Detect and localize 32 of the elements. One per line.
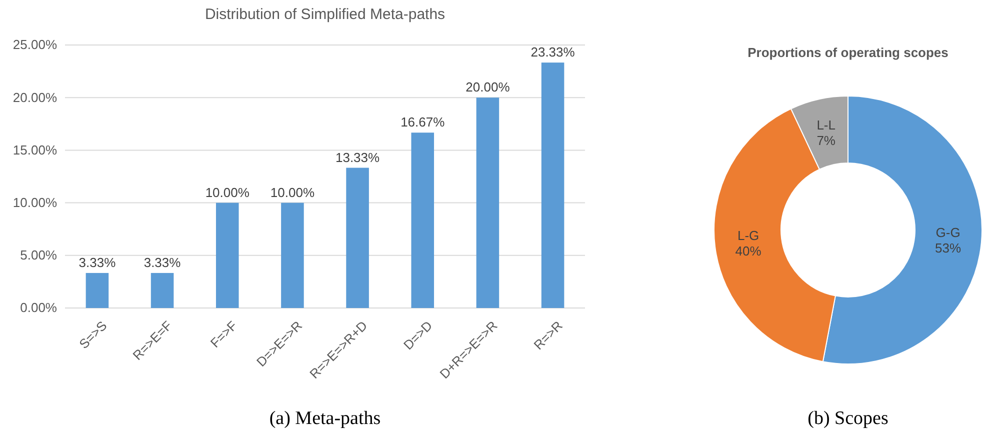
y-tick-label: 10.00% — [12, 194, 58, 210]
chart-title: Proportions of operating scopes — [748, 45, 948, 60]
text: (b) Scopes — [808, 408, 888, 429]
bar — [476, 98, 500, 308]
data-label: 3.33% — [78, 254, 116, 270]
slice-label: L-L — [816, 117, 836, 132]
text: (a) Meta-paths — [269, 408, 381, 429]
slice-label: G-G — [936, 224, 960, 240]
y-tick-label: 25.00% — [12, 37, 58, 52]
bar — [150, 272, 174, 308]
data-label: 10.00% — [205, 184, 250, 200]
bar — [541, 62, 564, 308]
y-tick-label: 5.00% — [20, 248, 58, 263]
data-label: 7% — [816, 132, 836, 148]
bar — [411, 132, 434, 308]
data-label: 23.33% — [530, 44, 576, 60]
y-tick-label: 20.00% — [12, 90, 58, 105]
y-tick-label: 0.00% — [20, 300, 58, 316]
slice-label: L-G — [737, 228, 760, 243]
bar — [281, 202, 304, 308]
bar — [216, 202, 239, 308]
data-label: 10.00% — [270, 184, 315, 200]
data-label: 53% — [935, 240, 962, 256]
data-label: 13.33% — [335, 150, 380, 165]
data-label: 16.67% — [400, 114, 446, 130]
y-tick-label: 15.00% — [12, 142, 58, 158]
data-label: 40% — [735, 244, 762, 259]
data-label: 3.33% — [144, 254, 182, 270]
data-label: 20.00% — [466, 80, 510, 95]
chart-title: Distribution of Simplified Meta-paths — [204, 6, 446, 23]
bar — [346, 168, 369, 308]
bar — [86, 272, 109, 308]
